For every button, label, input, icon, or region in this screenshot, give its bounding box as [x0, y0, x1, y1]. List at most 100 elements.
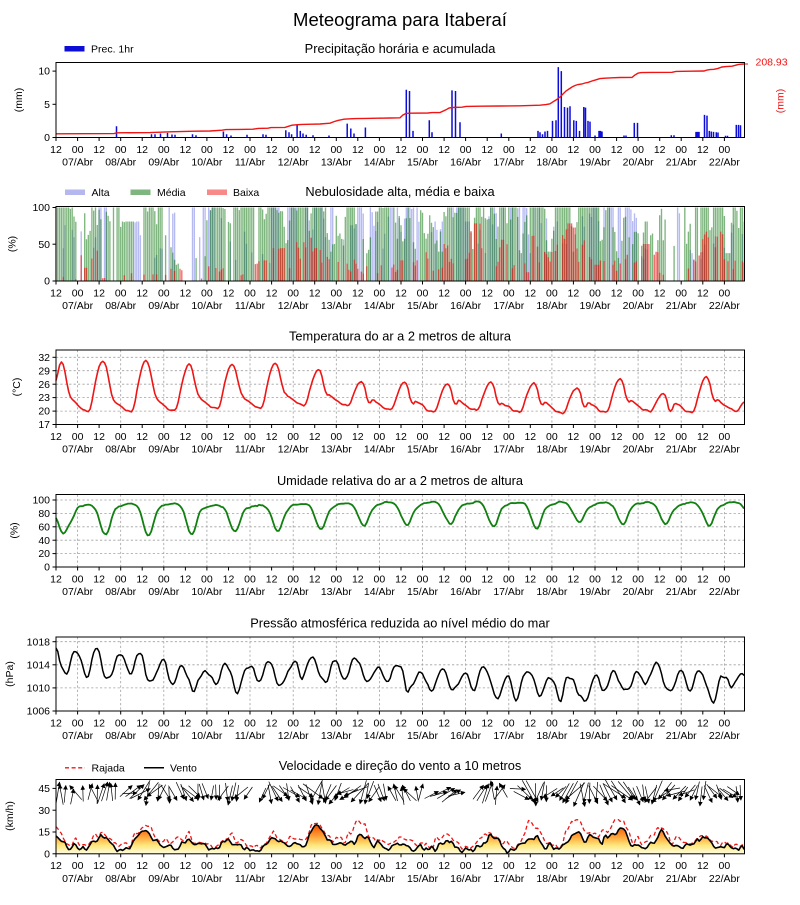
svg-text:1006: 1006	[27, 706, 51, 718]
svg-text:(hPa): (hPa)	[4, 661, 16, 687]
svg-text:19/Abr: 19/Abr	[580, 444, 611, 456]
svg-text:00: 00	[632, 144, 644, 156]
svg-text:12: 12	[223, 287, 235, 299]
svg-text:21/Abr: 21/Abr	[666, 873, 697, 885]
svg-text:00: 00	[460, 431, 472, 443]
svg-text:00: 00	[675, 287, 687, 299]
svg-text:00: 00	[158, 144, 170, 156]
svg-text:00: 00	[719, 717, 731, 729]
svg-text:22/Abr: 22/Abr	[709, 444, 740, 456]
svg-text:18/Abr: 18/Abr	[536, 586, 567, 598]
svg-text:00: 00	[115, 144, 127, 156]
svg-text:12: 12	[438, 431, 450, 443]
svg-text:07/Abr: 07/Abr	[62, 730, 93, 742]
svg-text:10/Abr: 10/Abr	[191, 444, 222, 456]
svg-text:07/Abr: 07/Abr	[62, 157, 93, 169]
svg-text:12: 12	[309, 431, 321, 443]
svg-text:15/Abr: 15/Abr	[407, 873, 438, 885]
svg-text:00: 00	[589, 860, 601, 872]
svg-text:15/Abr: 15/Abr	[407, 444, 438, 456]
svg-text:12: 12	[524, 860, 536, 872]
svg-text:12: 12	[266, 144, 278, 156]
svg-text:07/Abr: 07/Abr	[62, 873, 93, 885]
svg-text:12: 12	[180, 144, 192, 156]
svg-text:14/Abr: 14/Abr	[364, 730, 395, 742]
svg-text:00: 00	[201, 717, 213, 729]
svg-text:20/Abr: 20/Abr	[623, 873, 654, 885]
svg-text:15/Abr: 15/Abr	[407, 586, 438, 598]
svg-text:12: 12	[266, 573, 278, 585]
svg-text:12: 12	[438, 144, 450, 156]
svg-text:17: 17	[38, 419, 50, 431]
svg-text:12: 12	[93, 717, 105, 729]
svg-text:00: 00	[546, 431, 558, 443]
svg-text:Meteograma para Itaberaí: Meteograma para Itaberaí	[293, 9, 508, 30]
svg-text:12: 12	[136, 144, 148, 156]
svg-text:21/Abr: 21/Abr	[666, 300, 697, 312]
svg-text:08/Abr: 08/Abr	[105, 157, 136, 169]
svg-text:12: 12	[481, 431, 493, 443]
svg-text:1018: 1018	[27, 636, 51, 648]
svg-text:12: 12	[50, 144, 62, 156]
svg-text:10/Abr: 10/Abr	[191, 586, 222, 598]
svg-text:00: 00	[374, 573, 386, 585]
svg-text:12: 12	[309, 717, 321, 729]
svg-text:08/Abr: 08/Abr	[105, 586, 136, 598]
svg-text:23: 23	[38, 392, 50, 404]
svg-text:18/Abr: 18/Abr	[536, 730, 567, 742]
svg-text:45: 45	[38, 783, 50, 795]
svg-text:29: 29	[38, 365, 50, 377]
svg-text:00: 00	[589, 573, 601, 585]
svg-text:12: 12	[93, 573, 105, 585]
svg-text:(°C): (°C)	[11, 378, 23, 397]
svg-text:208.93: 208.93	[756, 57, 788, 69]
svg-text:00: 00	[417, 431, 429, 443]
svg-text:12: 12	[93, 860, 105, 872]
svg-text:0: 0	[44, 562, 50, 574]
svg-text:12: 12	[223, 717, 235, 729]
svg-text:12: 12	[352, 431, 364, 443]
svg-text:00: 00	[503, 717, 515, 729]
svg-text:14/Abr: 14/Abr	[364, 586, 395, 598]
svg-text:00: 00	[632, 573, 644, 585]
svg-text:00: 00	[503, 287, 515, 299]
svg-text:00: 00	[244, 144, 256, 156]
svg-text:16/Abr: 16/Abr	[450, 300, 481, 312]
svg-text:12: 12	[180, 717, 192, 729]
svg-text:12: 12	[654, 144, 666, 156]
svg-text:12: 12	[524, 431, 536, 443]
svg-text:12: 12	[524, 717, 536, 729]
svg-text:00: 00	[460, 717, 472, 729]
svg-text:12: 12	[438, 860, 450, 872]
svg-text:21/Abr: 21/Abr	[666, 730, 697, 742]
svg-text:13/Abr: 13/Abr	[321, 157, 352, 169]
svg-text:12: 12	[481, 287, 493, 299]
svg-text:0: 0	[44, 848, 50, 860]
svg-text:(km/h): (km/h)	[4, 801, 16, 831]
svg-text:12: 12	[524, 144, 536, 156]
svg-text:09/Abr: 09/Abr	[148, 730, 179, 742]
svg-text:00: 00	[632, 287, 644, 299]
svg-text:07/Abr: 07/Abr	[62, 586, 93, 598]
svg-text:11/Abr: 11/Abr	[235, 586, 266, 598]
svg-text:12: 12	[481, 717, 493, 729]
svg-text:12: 12	[697, 860, 709, 872]
svg-text:00: 00	[330, 144, 342, 156]
svg-text:80: 80	[38, 508, 50, 520]
svg-text:18/Abr: 18/Abr	[536, 873, 567, 885]
svg-text:12: 12	[395, 144, 407, 156]
svg-text:00: 00	[546, 287, 558, 299]
svg-text:12/Abr: 12/Abr	[278, 730, 309, 742]
svg-text:12: 12	[611, 144, 623, 156]
svg-text:00: 00	[287, 144, 299, 156]
svg-text:12: 12	[568, 860, 580, 872]
svg-text:00: 00	[201, 431, 213, 443]
svg-text:00: 00	[72, 860, 84, 872]
svg-text:00: 00	[330, 717, 342, 729]
svg-text:12: 12	[223, 860, 235, 872]
svg-text:00: 00	[503, 431, 515, 443]
svg-text:00: 00	[72, 287, 84, 299]
svg-text:12: 12	[266, 431, 278, 443]
svg-text:12: 12	[611, 860, 623, 872]
svg-text:00: 00	[374, 431, 386, 443]
